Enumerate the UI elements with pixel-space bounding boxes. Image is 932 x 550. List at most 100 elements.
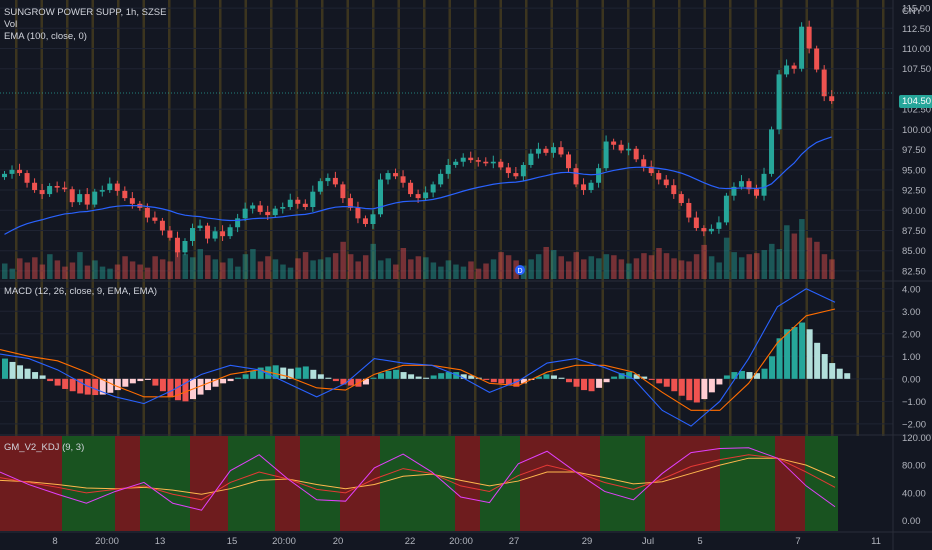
volume-bar [114,264,121,279]
volume-bar [250,249,256,279]
macd-histogram-bar [746,372,753,379]
candle [325,177,331,182]
macd-tick-label: −2.00 [902,419,926,430]
session-band [550,0,553,436]
candle [362,218,368,225]
volume-bar [227,258,234,279]
candle [460,157,466,162]
candle [272,208,278,216]
volume-bar [603,254,610,279]
macd-histogram-bar [513,378,520,387]
dividend-marker-icon [515,265,525,275]
kdj-region [62,436,115,531]
kdj-d-line [0,457,836,495]
volume-bar [776,249,783,279]
candle [107,183,113,191]
candle [769,129,775,174]
ema-label: EMA (100, close, 0) [4,31,87,42]
macd-histogram-bar [671,378,678,392]
session-band [856,0,859,436]
volume-bar [152,256,158,279]
volume-bar [535,254,542,279]
macd-histogram-bar [167,378,174,397]
price-tick-label: 97.50 [902,145,926,156]
candle [84,194,90,205]
volume-bar [69,262,76,279]
candle [641,159,647,167]
macd-histogram-bar [32,372,39,379]
candle [347,198,353,208]
volume-bar [265,256,271,279]
candle [235,218,241,228]
macd-histogram-bar [325,377,332,379]
volume-bar [62,266,68,279]
candle [317,181,323,192]
candle [257,205,263,212]
macd-histogram-bar [693,378,700,403]
macd-histogram-bar [603,378,610,383]
macd-histogram-bar [370,377,377,379]
volume-bar [701,244,707,279]
volume-bar [799,219,805,279]
session-band [576,0,579,436]
candle [62,187,68,190]
macd-histogram-bar [806,329,813,379]
candle [821,69,827,97]
macd-histogram-bar [754,373,760,379]
volume-bar [791,233,798,279]
macd-histogram-bar [498,378,505,384]
candle [99,190,105,192]
volume-bar [754,253,760,279]
candle [716,222,722,229]
macd-histogram-bar [844,373,851,379]
candle [490,161,496,164]
candle [791,65,797,69]
macd-histogram-bar [114,378,121,391]
candle [122,190,128,199]
kdj-region [115,436,140,531]
macd-histogram-bar [678,378,685,396]
macd-histogram-bar [799,322,806,379]
volume-bar [242,254,249,279]
volume-bar [310,260,316,279]
dividend-marker-glyph: D [517,268,522,275]
kdj-region [645,436,720,531]
kdj-tick-label: 120.00 [902,433,931,444]
candle [603,141,609,169]
session-band [15,0,18,436]
price-tick-label: 95.00 [902,165,926,176]
candle [581,184,587,191]
macd-histogram-bar [265,366,272,379]
session-band [703,0,706,436]
candle [385,173,391,180]
volume-bar [528,259,534,279]
volume-bar [738,257,745,279]
candle [438,173,444,185]
macd-histogram-bar [588,378,595,392]
currency-label: CNY [902,6,923,17]
price-tick-label: 100.00 [902,125,931,136]
candle [302,203,308,208]
macd-histogram-bar [776,338,783,379]
kdj-tick-label: 40.00 [902,488,926,499]
macd-histogram-bar [250,370,257,379]
macd-histogram-bar [302,366,309,379]
candle [799,26,805,69]
macd-histogram-bar [378,373,384,379]
volume-bar [731,252,737,279]
volume-bar [814,241,820,279]
volume-bar [626,263,632,279]
candle [723,195,729,223]
candle [513,173,519,177]
price-tick-label: 115.00 [902,4,930,15]
volume-bar [205,255,211,279]
price-tick-label: 112.50 [902,24,930,35]
candle [400,176,406,183]
macd-histogram-bar [468,375,475,379]
macd-histogram-bar [24,368,31,379]
candle [738,181,744,187]
session-band [474,0,477,436]
x-tick-label: 27 [509,536,520,547]
macd-histogram-bar [129,378,136,384]
